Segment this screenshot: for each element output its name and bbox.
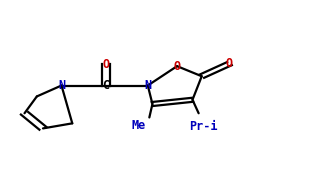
Text: Me: Me [132, 119, 146, 131]
Text: Pr-i: Pr-i [189, 120, 217, 133]
Text: O: O [226, 57, 233, 70]
Text: O: O [174, 60, 181, 73]
Text: C: C [103, 79, 110, 92]
Text: N: N [144, 79, 151, 92]
Text: O: O [103, 58, 110, 71]
Text: N: N [58, 79, 65, 92]
